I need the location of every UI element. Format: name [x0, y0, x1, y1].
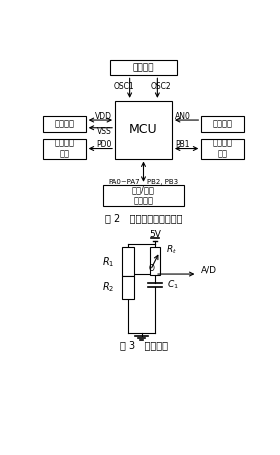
Bar	[103, 185, 183, 206]
Text: $C_1$: $C_1$	[167, 278, 179, 291]
Text: 测温电路: 测温电路	[213, 119, 232, 128]
Bar	[43, 116, 86, 131]
Text: VSS: VSS	[97, 127, 112, 136]
Text: 显示/按键
复用电路: 显示/按键 复用电路	[132, 186, 155, 205]
Text: 图 2   电饭煲的工作原理图: 图 2 电饭煲的工作原理图	[105, 213, 182, 223]
Text: 稳压电路: 稳压电路	[55, 119, 74, 128]
Text: PB2, PB3: PB2, PB3	[147, 179, 178, 185]
Bar	[201, 138, 244, 158]
Bar	[201, 116, 244, 131]
Text: OSC1: OSC1	[114, 82, 135, 91]
Text: AN0: AN0	[175, 111, 191, 121]
Bar	[150, 247, 160, 275]
Bar	[122, 247, 134, 276]
Text: PD0: PD0	[97, 140, 112, 149]
Text: VDD: VDD	[95, 111, 112, 121]
Text: 加热执行
电路: 加热执行 电路	[213, 139, 232, 158]
Text: 图 3   测温电路: 图 3 测温电路	[120, 341, 167, 351]
Bar	[109, 60, 178, 76]
Text: 5V: 5V	[149, 229, 161, 238]
Text: MCU: MCU	[129, 123, 158, 136]
Text: 声音报警
电路: 声音报警 电路	[55, 139, 74, 158]
Text: A/D: A/D	[201, 266, 217, 275]
Text: OSC2: OSC2	[151, 82, 172, 91]
Text: 时钟电路: 时钟电路	[133, 63, 154, 72]
Text: $R_1$: $R_1$	[102, 255, 114, 268]
Text: O: O	[149, 264, 155, 273]
Text: $R_2$: $R_2$	[102, 280, 114, 294]
Text: PB1: PB1	[175, 140, 190, 149]
Text: PA0~PA7: PA0~PA7	[109, 179, 140, 185]
Bar	[115, 101, 172, 158]
Bar	[122, 276, 134, 298]
Bar	[43, 138, 86, 158]
Text: $R_t$: $R_t$	[166, 244, 177, 257]
